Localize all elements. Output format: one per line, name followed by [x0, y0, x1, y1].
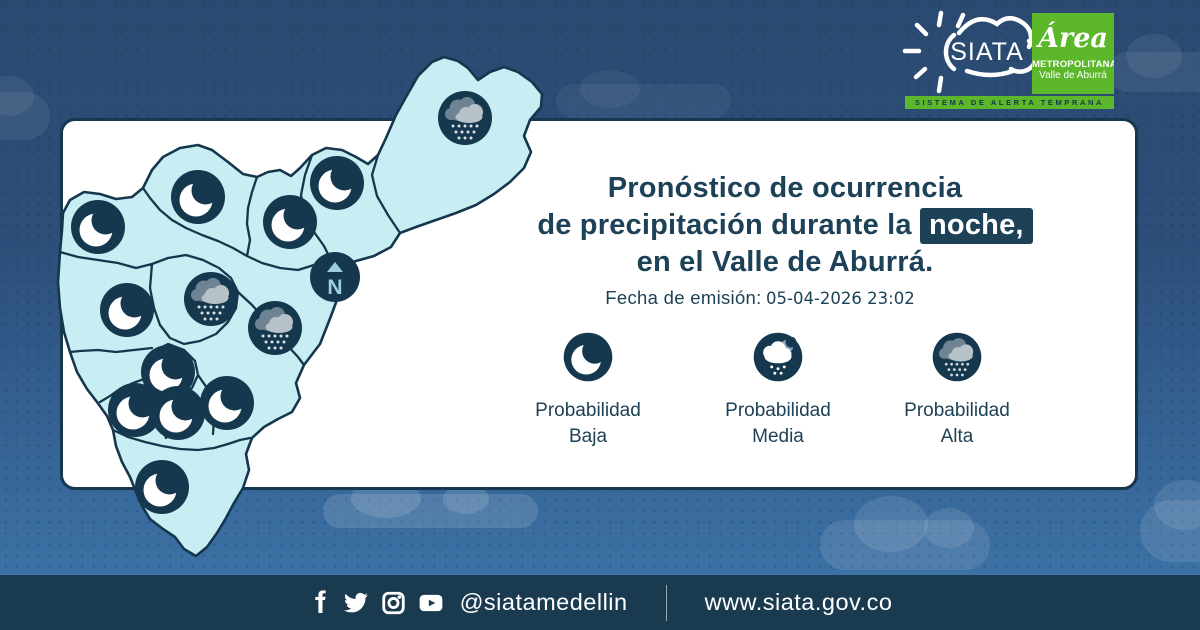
- cloud-shape: [323, 478, 538, 528]
- cloud-rain-icon: [932, 332, 982, 382]
- emission-date-line: Fecha de emisión: 05-04-2026 23:02: [530, 287, 990, 309]
- cloud-shape: [1108, 34, 1200, 92]
- title-line-3: en el Valle de Aburrá.: [636, 246, 934, 278]
- title-line-1: Pronóstico de ocurrencia: [607, 172, 963, 204]
- facebook-icon[interactable]: [308, 589, 332, 616]
- emission-value: 05-04-2026 23:02: [766, 289, 915, 308]
- page-title: Pronóstico de ocurrencia de precipitació…: [525, 170, 1045, 281]
- brand-logos: SIATA Área METROPOLITANA Valle de Aburrá…: [895, 5, 1125, 115]
- highlighted-word: noche,: [920, 208, 1033, 244]
- cloud-shape: [0, 76, 50, 140]
- legend-item-baja: Probabilidad Baja: [498, 330, 678, 450]
- siata-logo: SIATA: [902, 10, 1035, 94]
- cloud-shape: [1140, 480, 1200, 562]
- area-logo-metropolitana: METROPOLITANA: [1032, 59, 1114, 70]
- cloud-shape: [556, 70, 731, 118]
- cloud-moon-rain-icon: [753, 332, 803, 382]
- instagram-icon[interactable]: [380, 590, 407, 616]
- website-url[interactable]: www.siata.gov.co: [704, 589, 893, 615]
- siata-tagline-banner: SISTEMA DE ALERTA TEMPRANA: [905, 96, 1114, 109]
- area-logo-script: Área: [1038, 23, 1108, 54]
- moon-icon: [563, 332, 613, 382]
- emission-label: Fecha de emisión:: [605, 287, 762, 308]
- legend-label: Probabilidad: [904, 400, 1010, 421]
- cloud-shape: [820, 496, 990, 570]
- legend-label: Media: [752, 426, 804, 447]
- area-metropolitana-logo: Área METROPOLITANA Valle de Aburrá: [1032, 13, 1114, 94]
- title-line-2: de precipitación durante la noche,: [525, 207, 1045, 244]
- area-logo-valle: Valle de Aburrá: [1039, 70, 1107, 81]
- siata-logo-text: SIATA: [950, 38, 1024, 66]
- legend-label: Probabilidad: [535, 400, 641, 421]
- legend-item-alta: Probabilidad Alta: [867, 330, 1047, 450]
- social-handle[interactable]: @siatamedellin: [459, 589, 628, 615]
- legend-label: Baja: [568, 426, 608, 447]
- twitter-icon[interactable]: [341, 590, 371, 616]
- youtube-icon[interactable]: [416, 590, 446, 616]
- footer-bar: @siatamedellin www.siata.gov.co: [0, 575, 1200, 630]
- legend-label: Probabilidad: [725, 400, 831, 421]
- legend-label: Alta: [940, 426, 974, 447]
- social-icons: [308, 589, 446, 616]
- footer-divider: [665, 584, 667, 621]
- legend-item-media: Probabilidad Media: [688, 330, 868, 450]
